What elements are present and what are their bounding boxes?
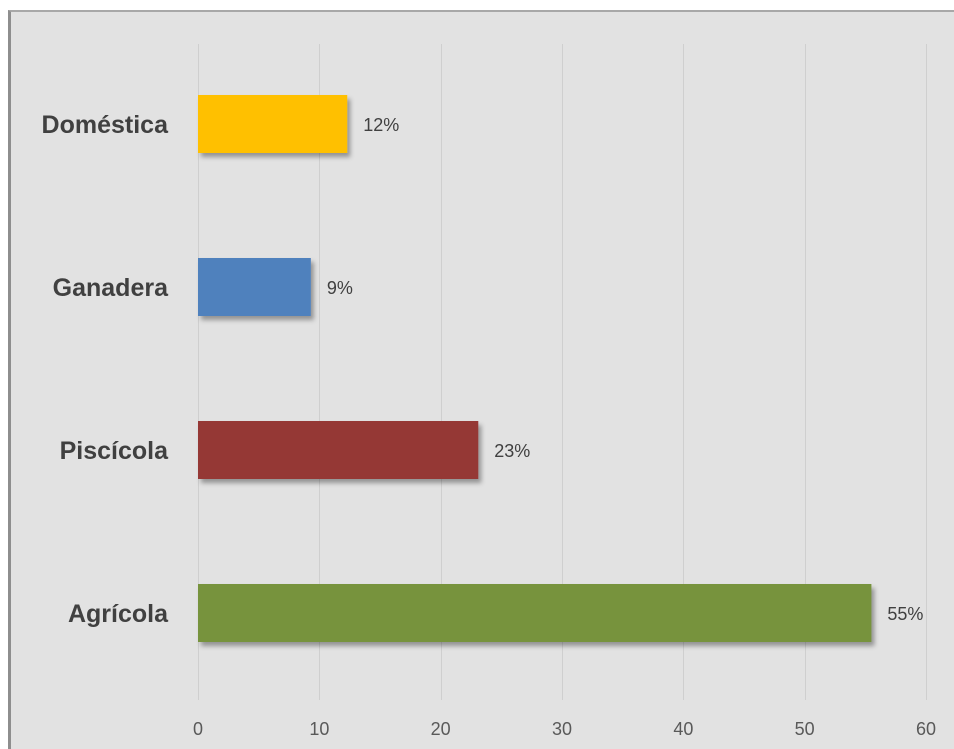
x-axis-tick-labels: 0 10 20 30 40 50 60 bbox=[193, 719, 936, 739]
bar-ganadera bbox=[198, 258, 311, 316]
category-label-doméstica: Doméstica bbox=[42, 111, 170, 139]
data-label-agrícola: 55% bbox=[887, 604, 923, 624]
x-tick-label-0: 0 bbox=[193, 719, 203, 739]
bars bbox=[198, 95, 872, 642]
data-labels: 12% 9% 23% 55% bbox=[327, 115, 924, 624]
category-label-agrícola: Agrícola bbox=[68, 600, 169, 628]
data-label-doméstica: 12% bbox=[363, 115, 399, 135]
x-tick-label-50: 50 bbox=[795, 719, 815, 739]
x-tick-label-30: 30 bbox=[552, 719, 572, 739]
x-tick-label-60: 60 bbox=[916, 719, 936, 739]
category-label-ganadera: Ganadera bbox=[53, 274, 169, 302]
category-labels: Doméstica Ganadera Piscícola Agrícola bbox=[42, 111, 170, 628]
x-tick-label-40: 40 bbox=[673, 719, 693, 739]
data-label-piscícola: 23% bbox=[494, 441, 530, 461]
data-label-ganadera: 9% bbox=[327, 278, 353, 298]
category-label-piscícola: Piscícola bbox=[60, 437, 169, 465]
x-tick-label-20: 20 bbox=[431, 719, 451, 739]
x-tick-label-10: 10 bbox=[309, 719, 329, 739]
bar-doméstica bbox=[198, 95, 348, 153]
bar-piscícola bbox=[198, 421, 479, 479]
bar-agrícola bbox=[198, 584, 872, 642]
